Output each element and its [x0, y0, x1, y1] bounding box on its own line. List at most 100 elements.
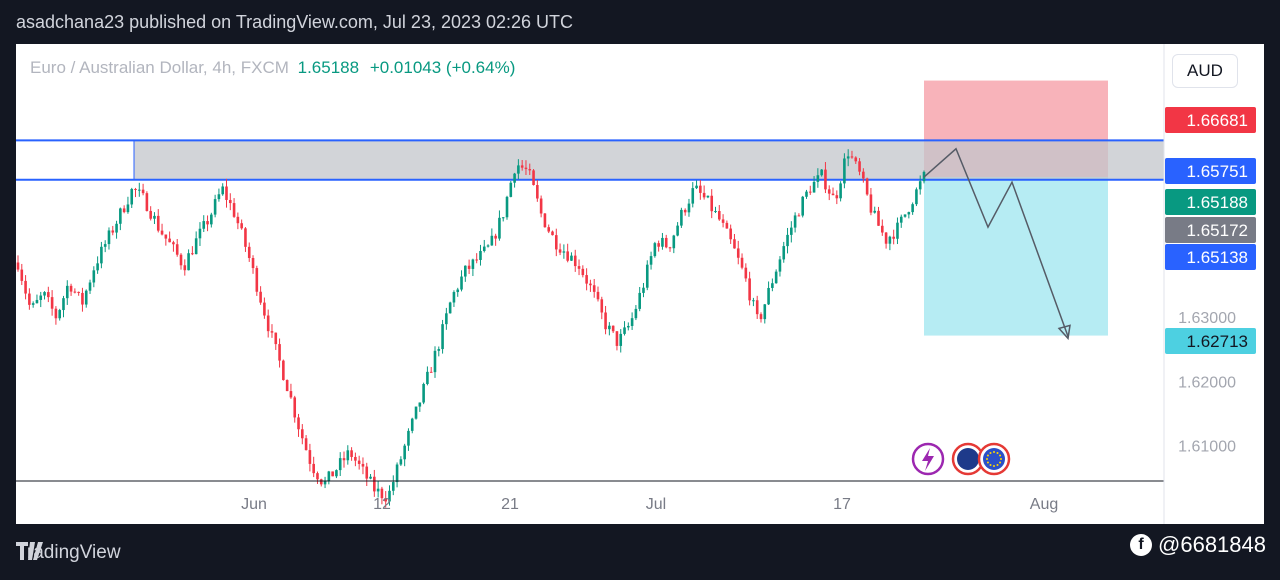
candle-body	[596, 291, 600, 300]
candle-body	[547, 227, 551, 232]
price-chart[interactable]: 1.670001.660001.640001.630001.620001.610…	[16, 44, 1264, 524]
candle-body	[35, 299, 39, 304]
candle	[740, 253, 744, 270]
candle	[418, 402, 422, 412]
candle	[441, 319, 444, 354]
candle	[316, 471, 319, 484]
candle-body	[134, 188, 137, 190]
candle	[445, 307, 448, 330]
candle	[554, 228, 558, 257]
candle-body	[839, 183, 842, 199]
candle	[119, 207, 122, 231]
candle	[782, 241, 786, 263]
candle	[58, 308, 61, 321]
candle-body	[130, 188, 134, 205]
candle	[194, 231, 198, 255]
price-label-bg	[1165, 244, 1256, 270]
candle	[843, 153, 846, 189]
candle-body	[471, 259, 475, 269]
candle	[244, 227, 247, 252]
candle-body	[816, 175, 820, 182]
candle-body	[467, 265, 471, 269]
candle	[551, 230, 554, 236]
candle	[217, 188, 221, 202]
candle	[630, 312, 634, 330]
candle	[274, 332, 278, 350]
candle-body	[854, 157, 858, 162]
candle-body	[24, 280, 27, 294]
candle-body	[175, 244, 179, 255]
facebook-icon: f	[1130, 534, 1153, 556]
candle	[395, 462, 399, 488]
candle-body	[479, 250, 482, 260]
candle-body	[433, 350, 437, 373]
brand-text: TradingView	[16, 542, 121, 563]
price-label-last-price: 1.65188	[1165, 189, 1256, 215]
candle	[251, 255, 255, 274]
candle-body	[153, 215, 156, 219]
candle-body	[316, 473, 319, 480]
candle-body	[206, 221, 209, 225]
candle-body	[464, 265, 467, 277]
candle	[657, 240, 660, 252]
candle-body	[759, 314, 763, 320]
candle	[721, 214, 725, 228]
candle-body	[661, 237, 664, 247]
candle	[47, 286, 50, 303]
candle	[725, 220, 729, 229]
candle	[73, 288, 77, 294]
candle-body	[323, 481, 327, 485]
price-label-bg	[1165, 328, 1256, 354]
candle-body	[58, 310, 61, 319]
candle	[899, 214, 903, 228]
candle-body	[111, 230, 115, 233]
candle	[179, 253, 183, 270]
candle-body	[717, 211, 721, 220]
x-tick-label: 17	[833, 496, 851, 513]
candle-body	[634, 308, 638, 319]
candle-body	[179, 254, 183, 266]
candle-body	[69, 285, 73, 292]
candle	[308, 443, 312, 472]
candle	[164, 234, 168, 246]
candle	[361, 457, 365, 475]
candle-body	[213, 199, 217, 215]
candle-body	[714, 211, 717, 213]
candle-body	[482, 246, 486, 251]
candle-body	[805, 191, 808, 197]
candle	[467, 259, 471, 275]
candle-body	[47, 292, 50, 298]
candle	[464, 265, 467, 282]
candle-body	[577, 266, 581, 269]
price-label-zone-top: 1.65751	[1165, 158, 1256, 184]
price-change: +0.01043 (+0.64%)	[369, 58, 516, 77]
candle	[285, 379, 289, 392]
candle-body	[543, 213, 547, 228]
candle	[255, 265, 259, 296]
candle	[528, 163, 532, 176]
candle-body	[384, 498, 388, 502]
candle	[653, 241, 657, 258]
take-profit-box	[924, 177, 1108, 336]
tradingview-logo[interactable]: TradingView	[16, 542, 121, 564]
price-label-stop: 1.66681	[1165, 107, 1256, 133]
candle-body	[767, 287, 770, 305]
candle	[134, 187, 137, 198]
candle	[600, 296, 604, 320]
candle-body	[319, 479, 323, 485]
candle-body	[107, 230, 111, 245]
candle-body	[918, 181, 922, 190]
candle	[570, 252, 573, 261]
currency-button[interactable]: AUD	[1172, 54, 1238, 88]
candle	[596, 286, 600, 302]
candle	[744, 263, 748, 282]
candle-body	[350, 450, 353, 457]
candle-body	[581, 268, 585, 276]
candle-body	[490, 235, 494, 246]
candle-body	[831, 193, 835, 196]
candle-body	[168, 238, 171, 243]
candle	[187, 249, 190, 271]
candle-body	[645, 264, 649, 288]
candle	[520, 159, 524, 171]
chart-area[interactable]: 1.670001.660001.640001.630001.620001.610…	[16, 44, 1264, 524]
